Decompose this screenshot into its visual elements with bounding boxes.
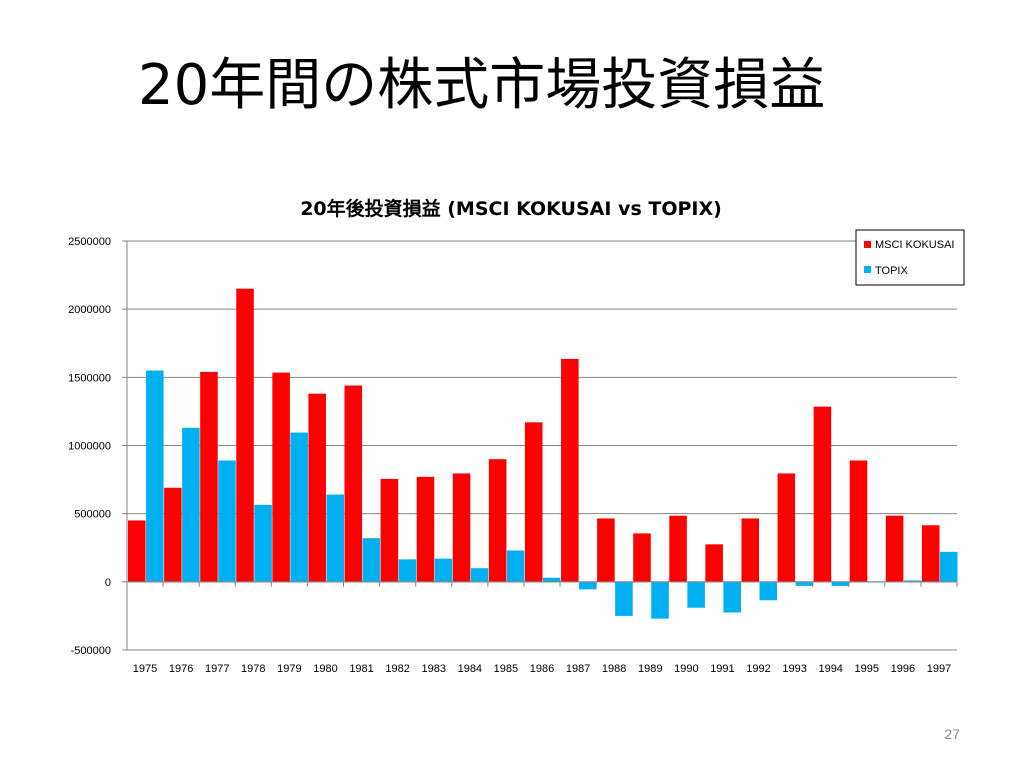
- x-tick-label: 1983: [421, 663, 445, 675]
- slide-title: 20年間の株式市場投資損益: [138, 53, 826, 118]
- y-tick-label: 1000000: [68, 441, 111, 453]
- bar-topix-1982: [398, 559, 417, 582]
- x-tick-label: 1978: [241, 663, 265, 675]
- legend-label-msci: MSCI KOKUSAI: [875, 239, 954, 251]
- bar-topix-1981: [362, 538, 381, 582]
- x-tick-label: 1991: [710, 663, 734, 675]
- bar-msci-1992: [741, 518, 760, 582]
- x-tick-label: 1989: [638, 663, 662, 675]
- bar-msci-1983: [416, 476, 435, 582]
- x-tick-label: 1994: [818, 663, 842, 675]
- bar-msci-1993: [777, 473, 796, 582]
- bar-msci-1994: [813, 406, 832, 582]
- bar-msci-1977: [200, 371, 218, 582]
- page-number: 27: [944, 726, 960, 742]
- bar-topix-1991: [723, 581, 741, 613]
- x-tick-label: 1977: [205, 663, 229, 675]
- legend-box: [855, 229, 965, 286]
- y-tick-label: -500000: [71, 645, 111, 657]
- bar-topix-1977: [218, 460, 236, 582]
- bar-topix-1989: [651, 581, 669, 619]
- x-tick-label: 1980: [313, 663, 337, 675]
- x-tick-label: 1982: [385, 663, 409, 675]
- bar-topix-1985: [506, 550, 525, 582]
- x-axis-ticks: 1975 1976 1977 1978 1979 1980 1981 1982 1983 1984…: [126, 581, 958, 675]
- bar-msci-1975: [128, 520, 146, 582]
- bar-topix-1996: [903, 580, 922, 582]
- bar-msci-1976: [164, 487, 182, 582]
- bar-msci-1995: [849, 460, 868, 582]
- bar-msci-1979: [272, 372, 290, 582]
- bar-topix-1986: [543, 577, 561, 582]
- bar-topix-1984: [470, 568, 489, 582]
- bar-topix-1978: [254, 504, 272, 582]
- x-tick-label: 1976: [169, 663, 193, 675]
- bar-topix-1988: [615, 581, 633, 616]
- bar-msci-1996: [885, 515, 904, 582]
- x-tick-label: 1997: [927, 663, 951, 675]
- y-axis-ticks: -500000 0 500000 1000000 1500000 2000000 25000…: [68, 236, 127, 657]
- x-tick-label: 1995: [855, 663, 879, 675]
- x-tick-label: 1985: [494, 663, 518, 675]
- bar-topix-1980: [326, 494, 345, 582]
- bar-topix-1994: [831, 581, 850, 586]
- y-tick-label: 1500000: [68, 372, 111, 384]
- bar-topix-1987: [579, 581, 597, 590]
- bar-topix-1976: [182, 427, 200, 582]
- x-tick-label: 1988: [602, 663, 626, 675]
- bar-msci-1988: [597, 518, 615, 582]
- bar-topix-1993: [795, 581, 814, 586]
- bar-topix-1992: [759, 581, 778, 601]
- legend: MSCI KOKUSAI TOPIX: [855, 229, 965, 286]
- x-tick-label: 1996: [891, 663, 915, 675]
- y-tick-label: 2500000: [68, 236, 111, 248]
- bar-msci-1987: [561, 358, 579, 582]
- bar-topix-1979: [290, 432, 308, 582]
- y-tick-label: 0: [105, 577, 111, 589]
- bar-topix-1975: [146, 370, 164, 582]
- bar-topix-1997: [939, 551, 958, 582]
- legend-swatch-msci: [864, 241, 871, 248]
- bar-msci-1982: [380, 478, 399, 582]
- bar-msci-1980: [308, 393, 326, 582]
- x-tick-label: 1990: [674, 663, 698, 675]
- x-tick-label: 1986: [530, 663, 554, 675]
- y-tick-label: 2000000: [68, 304, 111, 316]
- bar-msci-1986: [524, 422, 543, 582]
- bar-msci-1991: [705, 544, 723, 582]
- bar-msci-1981: [344, 385, 363, 582]
- y-tick-label: 500000: [74, 509, 111, 521]
- x-tick-label: 1975: [133, 663, 157, 675]
- bars: [128, 288, 958, 619]
- x-tick-label: 1981: [349, 663, 373, 675]
- legend-swatch-topix: [864, 266, 871, 273]
- bar-msci-1989: [633, 533, 651, 582]
- x-tick-label: 1979: [277, 663, 301, 675]
- bar-msci-1990: [669, 515, 687, 582]
- bar-msci-1997: [921, 525, 940, 582]
- bar-msci-1985: [488, 459, 507, 582]
- legend-label-topix: TOPIX: [875, 265, 908, 277]
- chart-title: 20年後投資損益 (MSCI KOKUSAI vs TOPIX): [300, 197, 722, 220]
- bar-topix-1990: [687, 581, 705, 608]
- x-tick-label: 1993: [782, 663, 806, 675]
- x-tick-label: 1984: [458, 663, 482, 675]
- bar-topix-1983: [434, 558, 453, 582]
- x-tick-label: 1987: [566, 663, 590, 675]
- bar-msci-1978: [236, 288, 254, 582]
- x-tick-label: 1992: [746, 663, 770, 675]
- bar-msci-1984: [452, 473, 471, 582]
